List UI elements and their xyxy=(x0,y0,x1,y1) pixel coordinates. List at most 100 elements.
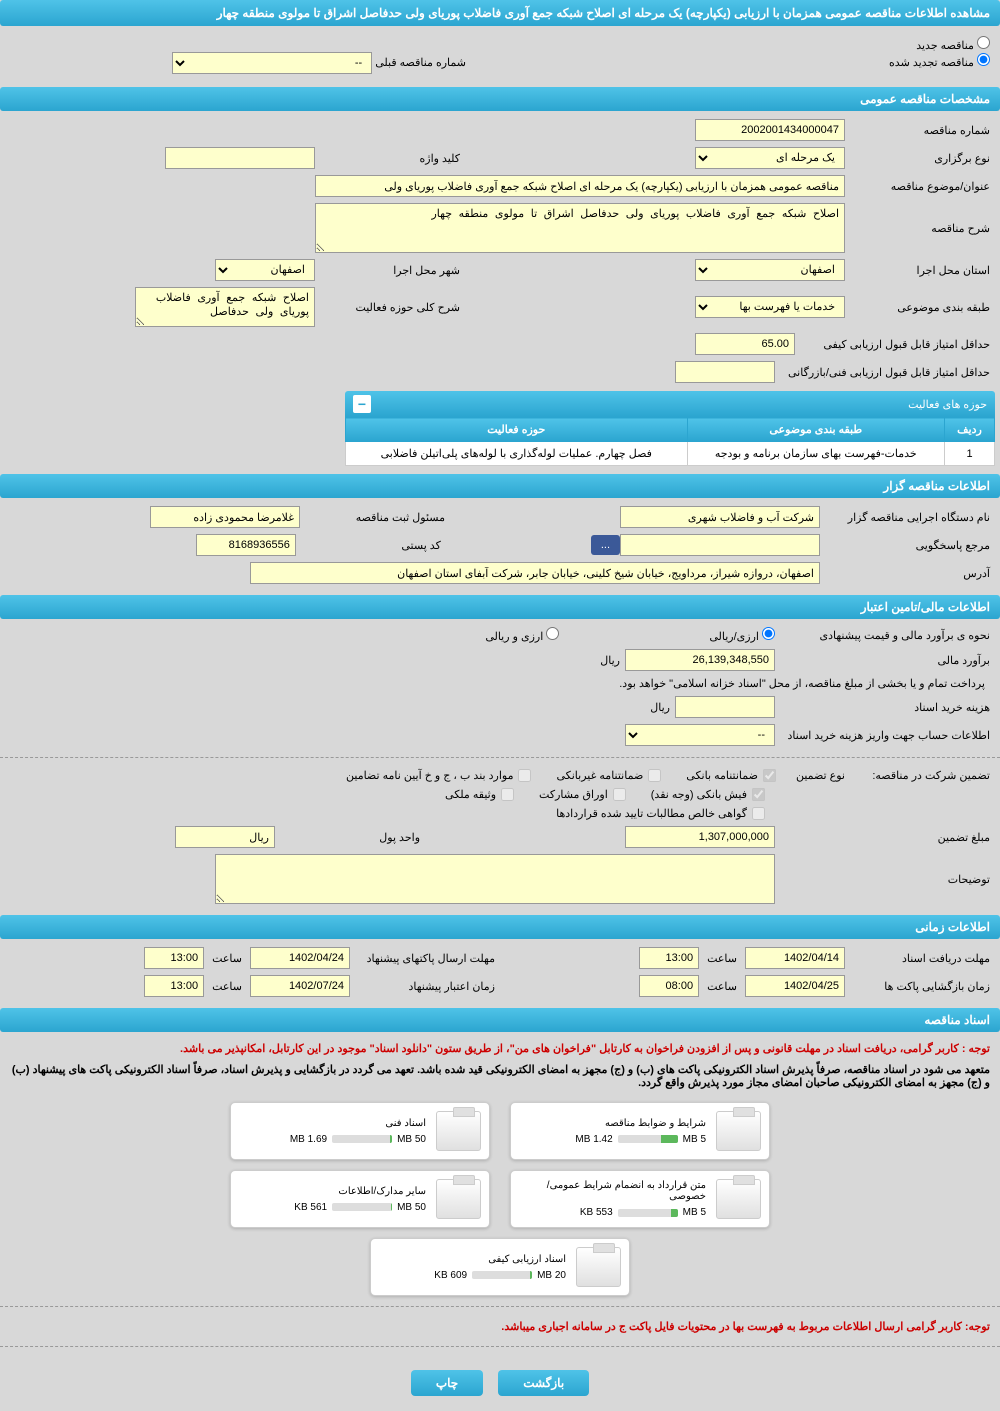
folder-icon xyxy=(436,1111,481,1151)
hour-label-1: ساعت xyxy=(699,952,745,965)
divider xyxy=(0,757,1000,758)
chk-securities[interactable]: اوراق مشارکت xyxy=(539,788,626,801)
tender-no-input[interactable] xyxy=(695,119,845,141)
doc-notice-1: توجه : کاربر گرامی، دریافت اسناد در مهلت… xyxy=(0,1037,1000,1060)
doc-notice-3: توجه: کاربر گرامی ارسال اطلاعات مربوط به… xyxy=(0,1315,1000,1338)
col-row: ردیف xyxy=(945,418,995,442)
folder-icon xyxy=(716,1179,761,1219)
scope-label: شرح کلی حوزه فعالیت xyxy=(315,301,465,314)
category-select[interactable]: خدمات یا فهرست بها xyxy=(695,296,845,318)
radio-new-label: مناقصه جدید xyxy=(916,40,974,52)
account-select[interactable]: -- xyxy=(625,724,775,746)
title-input[interactable] xyxy=(315,175,845,197)
receive-date-input[interactable] xyxy=(745,947,845,969)
min-quality-input[interactable] xyxy=(695,333,795,355)
radio-currency-rial[interactable]: ارزی/ریالی xyxy=(709,627,775,643)
send-date-input[interactable] xyxy=(250,947,350,969)
province-select[interactable]: اصفهان xyxy=(695,259,845,281)
folder-icon xyxy=(716,1111,761,1151)
desc-label: شرح مناقصه xyxy=(845,222,995,235)
file-total: 50 MB xyxy=(397,1202,426,1213)
prev-tender-select[interactable]: -- xyxy=(172,52,372,74)
section-general: مشخصات مناقصه عمومی xyxy=(0,87,1000,111)
collapse-button[interactable]: − xyxy=(353,395,371,413)
payment-note: پرداخت تمام و یا بخشی از مبلغ مناقصه، از… xyxy=(619,677,995,690)
exec-label: نام دستگاه اجرایی مناقصه گزار xyxy=(820,511,995,524)
min-quality-label: حداقل امتیاز قابل قبول ارزیابی کیفی xyxy=(795,338,995,351)
postal-label: کد پستی xyxy=(296,539,446,552)
amount-input[interactable] xyxy=(625,649,775,671)
table-row: 1 خدمات-فهرست بهای سازمان برنامه و بودجه… xyxy=(346,442,995,466)
chk-cash[interactable]: فیش بانکی (وجه نقد) xyxy=(651,788,765,801)
response-label: مرجع پاسخگویی xyxy=(820,539,995,552)
file-title: متن قرارداد به انضمام شرایط عمومی/خصوصی xyxy=(519,1180,706,1202)
file-size: 1.42 MB xyxy=(575,1134,612,1145)
receive-time-input[interactable] xyxy=(639,947,699,969)
desc-textarea[interactable]: اصلاح شبکه جمع آوری فاضلاب پوریای ولی حد… xyxy=(315,203,845,253)
keyword-input[interactable] xyxy=(165,147,315,169)
col-category: طبقه بندی موضوعی xyxy=(687,418,944,442)
file-box-4[interactable]: سایر مدارک/اطلاعات 50 MB 561 KB xyxy=(230,1170,490,1228)
notes-textarea[interactable] xyxy=(215,854,775,904)
keyword-label: کلید واژه xyxy=(315,152,465,165)
page-title: مشاهده اطلاعات مناقصه عمومی همزمان با ار… xyxy=(0,0,1000,26)
send-deadline-label: مهلت ارسال پاکتهای پیشنهاد xyxy=(350,952,500,965)
radio-currency-both[interactable]: ارزی و ریالی xyxy=(485,627,559,643)
prev-tender-label: شماره مناقصه قبلی xyxy=(375,57,466,69)
activity-table: ردیف طبقه بندی موضوعی حوزه فعالیت 1 خدما… xyxy=(345,417,995,466)
opening-label: زمان بازگشایی پاکت ها xyxy=(845,980,995,993)
radio-renewed-tender[interactable]: مناقصه تجدید شده xyxy=(889,57,990,69)
opening-time-input[interactable] xyxy=(639,975,699,997)
validity-time-input[interactable] xyxy=(144,975,204,997)
divider xyxy=(0,1306,1000,1307)
guarantee-type-label: نوع تضمین xyxy=(796,769,845,782)
min-tech-input[interactable] xyxy=(675,361,775,383)
print-button[interactable]: چاپ xyxy=(411,1370,483,1396)
file-size: 561 KB xyxy=(294,1202,327,1213)
cell-category: خدمات-فهرست بهای سازمان برنامه و بودجه xyxy=(687,442,944,466)
doc-cost-input[interactable] xyxy=(675,696,775,718)
chk-bonds[interactable]: موارد بند ب ، ج و خ آیین نامه تضامین xyxy=(346,769,531,782)
address-label: آدرس xyxy=(820,567,995,580)
file-total: 50 MB xyxy=(397,1134,426,1145)
opening-date-input[interactable] xyxy=(745,975,845,997)
chk-receivables[interactable]: گواهی خالص مطالبات تایید شده قراردادها xyxy=(556,807,765,820)
back-button[interactable]: بازگشت xyxy=(498,1370,589,1396)
chk-nonbank[interactable]: ضمانتنامه غیربانکی xyxy=(556,769,661,782)
money-unit-input[interactable] xyxy=(175,826,275,848)
file-box-2[interactable]: اسناد فنی 50 MB 1.69 MB xyxy=(230,1102,490,1160)
file-title: شرایط و ضوابط مناقصه xyxy=(519,1118,706,1129)
radio-renewed-label: مناقصه تجدید شده xyxy=(889,57,974,69)
send-time-input[interactable] xyxy=(144,947,204,969)
divider xyxy=(0,1346,1000,1347)
unit-rial: ریال xyxy=(595,654,625,667)
file-box-1[interactable]: شرایط و ضوابط مناقصه 5 MB 1.42 MB xyxy=(510,1102,770,1160)
guarantee-amount-label: مبلغ تضمین xyxy=(775,831,995,844)
chk-bank[interactable]: ضمانتنامه بانکی xyxy=(686,769,776,782)
money-unit-label: واحد پول xyxy=(275,831,425,844)
more-button[interactable]: ... xyxy=(591,535,620,555)
cell-num: 1 xyxy=(945,442,995,466)
response-input[interactable] xyxy=(620,534,820,556)
officer-input[interactable] xyxy=(150,506,300,528)
type-select[interactable]: یک مرحله ای xyxy=(695,147,845,169)
file-box-3[interactable]: متن قرارداد به انضمام شرایط عمومی/خصوصی … xyxy=(510,1170,770,1228)
radio-new-tender[interactable]: مناقصه جدید xyxy=(916,40,990,52)
file-box-5[interactable]: اسناد ارزیابی کیفی 20 MB 609 KB xyxy=(370,1238,630,1296)
file-size: 609 KB xyxy=(434,1270,467,1281)
validity-date-input[interactable] xyxy=(250,975,350,997)
type-label: نوع برگزاری xyxy=(845,152,995,165)
file-title: اسناد ارزیابی کیفی xyxy=(379,1254,566,1265)
scope-textarea[interactable]: اصلاح شبکه جمع آوری فاضلاب پوریای ولی حد… xyxy=(135,287,315,327)
city-select[interactable]: اصفهان xyxy=(215,259,315,281)
file-total: 20 MB xyxy=(537,1270,566,1281)
validity-label: زمان اعتبار پیشنهاد xyxy=(350,980,500,993)
section-organizer: اطلاعات مناقصه گزار xyxy=(0,474,1000,498)
chk-property[interactable]: وثیقه ملکی xyxy=(445,788,514,801)
doc-cost-label: هزینه خرید اسناد xyxy=(775,701,995,714)
guarantee-amount-input[interactable] xyxy=(625,826,775,848)
postal-input[interactable] xyxy=(196,534,296,556)
address-input[interactable] xyxy=(250,562,820,584)
exec-input[interactable] xyxy=(620,506,820,528)
section-documents: اسناد مناقصه xyxy=(0,1008,1000,1032)
